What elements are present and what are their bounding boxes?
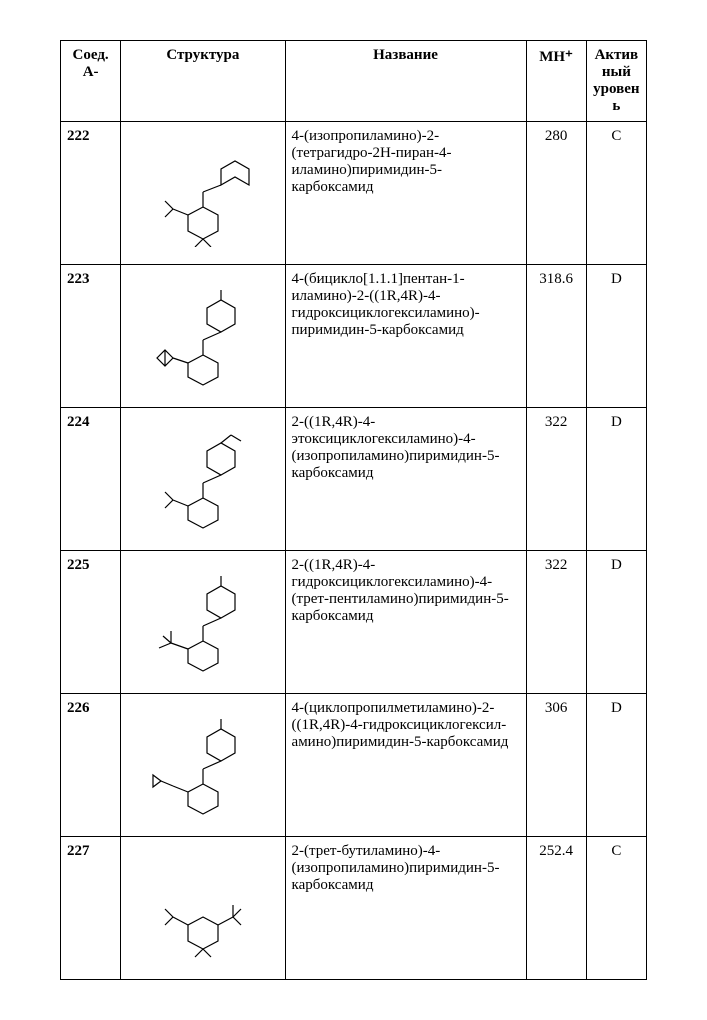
compound-mh: 322 [526, 408, 586, 551]
compound-mh: 306 [526, 694, 586, 837]
compound-id: 227 [61, 837, 121, 980]
compound-name: 4-(изопропиламино)-2-(тетрагидро-2H-пира… [285, 122, 526, 265]
structure-cell [121, 408, 285, 551]
chemical-structure-icon [143, 423, 263, 533]
col-header-activity: Актив ный уровен ь [586, 41, 646, 122]
table-row: 227 2-(трет-бутиламино)-4-(изопропиламин… [61, 837, 647, 980]
compound-name: 4-(бицикло[1.1.1]пентан-1-иламино)-2-((1… [285, 265, 526, 408]
compound-activity: D [586, 551, 646, 694]
compound-table: Соед. А- Структура Название MH⁺ Актив ны… [60, 40, 647, 980]
table-row: 224 2-((1R,4R)-4-этоксициклогексиламино)… [61, 408, 647, 551]
structure-cell [121, 265, 285, 408]
compound-mh: 318.6 [526, 265, 586, 408]
compound-activity: D [586, 265, 646, 408]
compound-id: 226 [61, 694, 121, 837]
col-header-structure: Структура [121, 41, 285, 122]
chemical-structure-icon [143, 280, 263, 390]
structure-cell [121, 122, 285, 265]
compound-id: 223 [61, 265, 121, 408]
compound-id: 225 [61, 551, 121, 694]
compound-id: 222 [61, 122, 121, 265]
table-row: 223 4-(бицикло[1.1.1]пентан-1-иламино)-2… [61, 265, 647, 408]
chemical-structure-icon [143, 137, 263, 247]
table-row: 222 4-(изопропиламино)-2-(тетрагидро-2H-… [61, 122, 647, 265]
table-header-row: Соед. А- Структура Название MH⁺ Актив ны… [61, 41, 647, 122]
compound-activity: D [586, 408, 646, 551]
compound-id: 224 [61, 408, 121, 551]
table-row: 226 4-(циклопропилметиламино)-2-((1R,4R)… [61, 694, 647, 837]
compound-name: 2-((1R,4R)-4-этоксициклогексиламино)-4-(… [285, 408, 526, 551]
col-header-name: Название [285, 41, 526, 122]
compound-activity: D [586, 694, 646, 837]
compound-mh: 280 [526, 122, 586, 265]
structure-cell [121, 551, 285, 694]
compound-name: 2-(трет-бутиламино)-4-(изопропиламино)пи… [285, 837, 526, 980]
chemical-structure-icon [143, 852, 263, 962]
compound-mh: 322 [526, 551, 586, 694]
compound-name: 4-(циклопропилметиламино)-2-((1R,4R)-4-г… [285, 694, 526, 837]
structure-cell [121, 837, 285, 980]
compound-activity: C [586, 837, 646, 980]
col-header-mh: MH⁺ [526, 41, 586, 122]
compound-mh: 252.4 [526, 837, 586, 980]
structure-cell [121, 694, 285, 837]
col-header-id: Соед. А- [61, 41, 121, 122]
chemical-structure-icon [143, 566, 263, 676]
compound-activity: C [586, 122, 646, 265]
table-row: 225 2-((1R,4R)-4-гидроксициклогексиламин… [61, 551, 647, 694]
compound-name: 2-((1R,4R)-4-гидроксициклогексиламино)-4… [285, 551, 526, 694]
chemical-structure-icon [143, 709, 263, 819]
